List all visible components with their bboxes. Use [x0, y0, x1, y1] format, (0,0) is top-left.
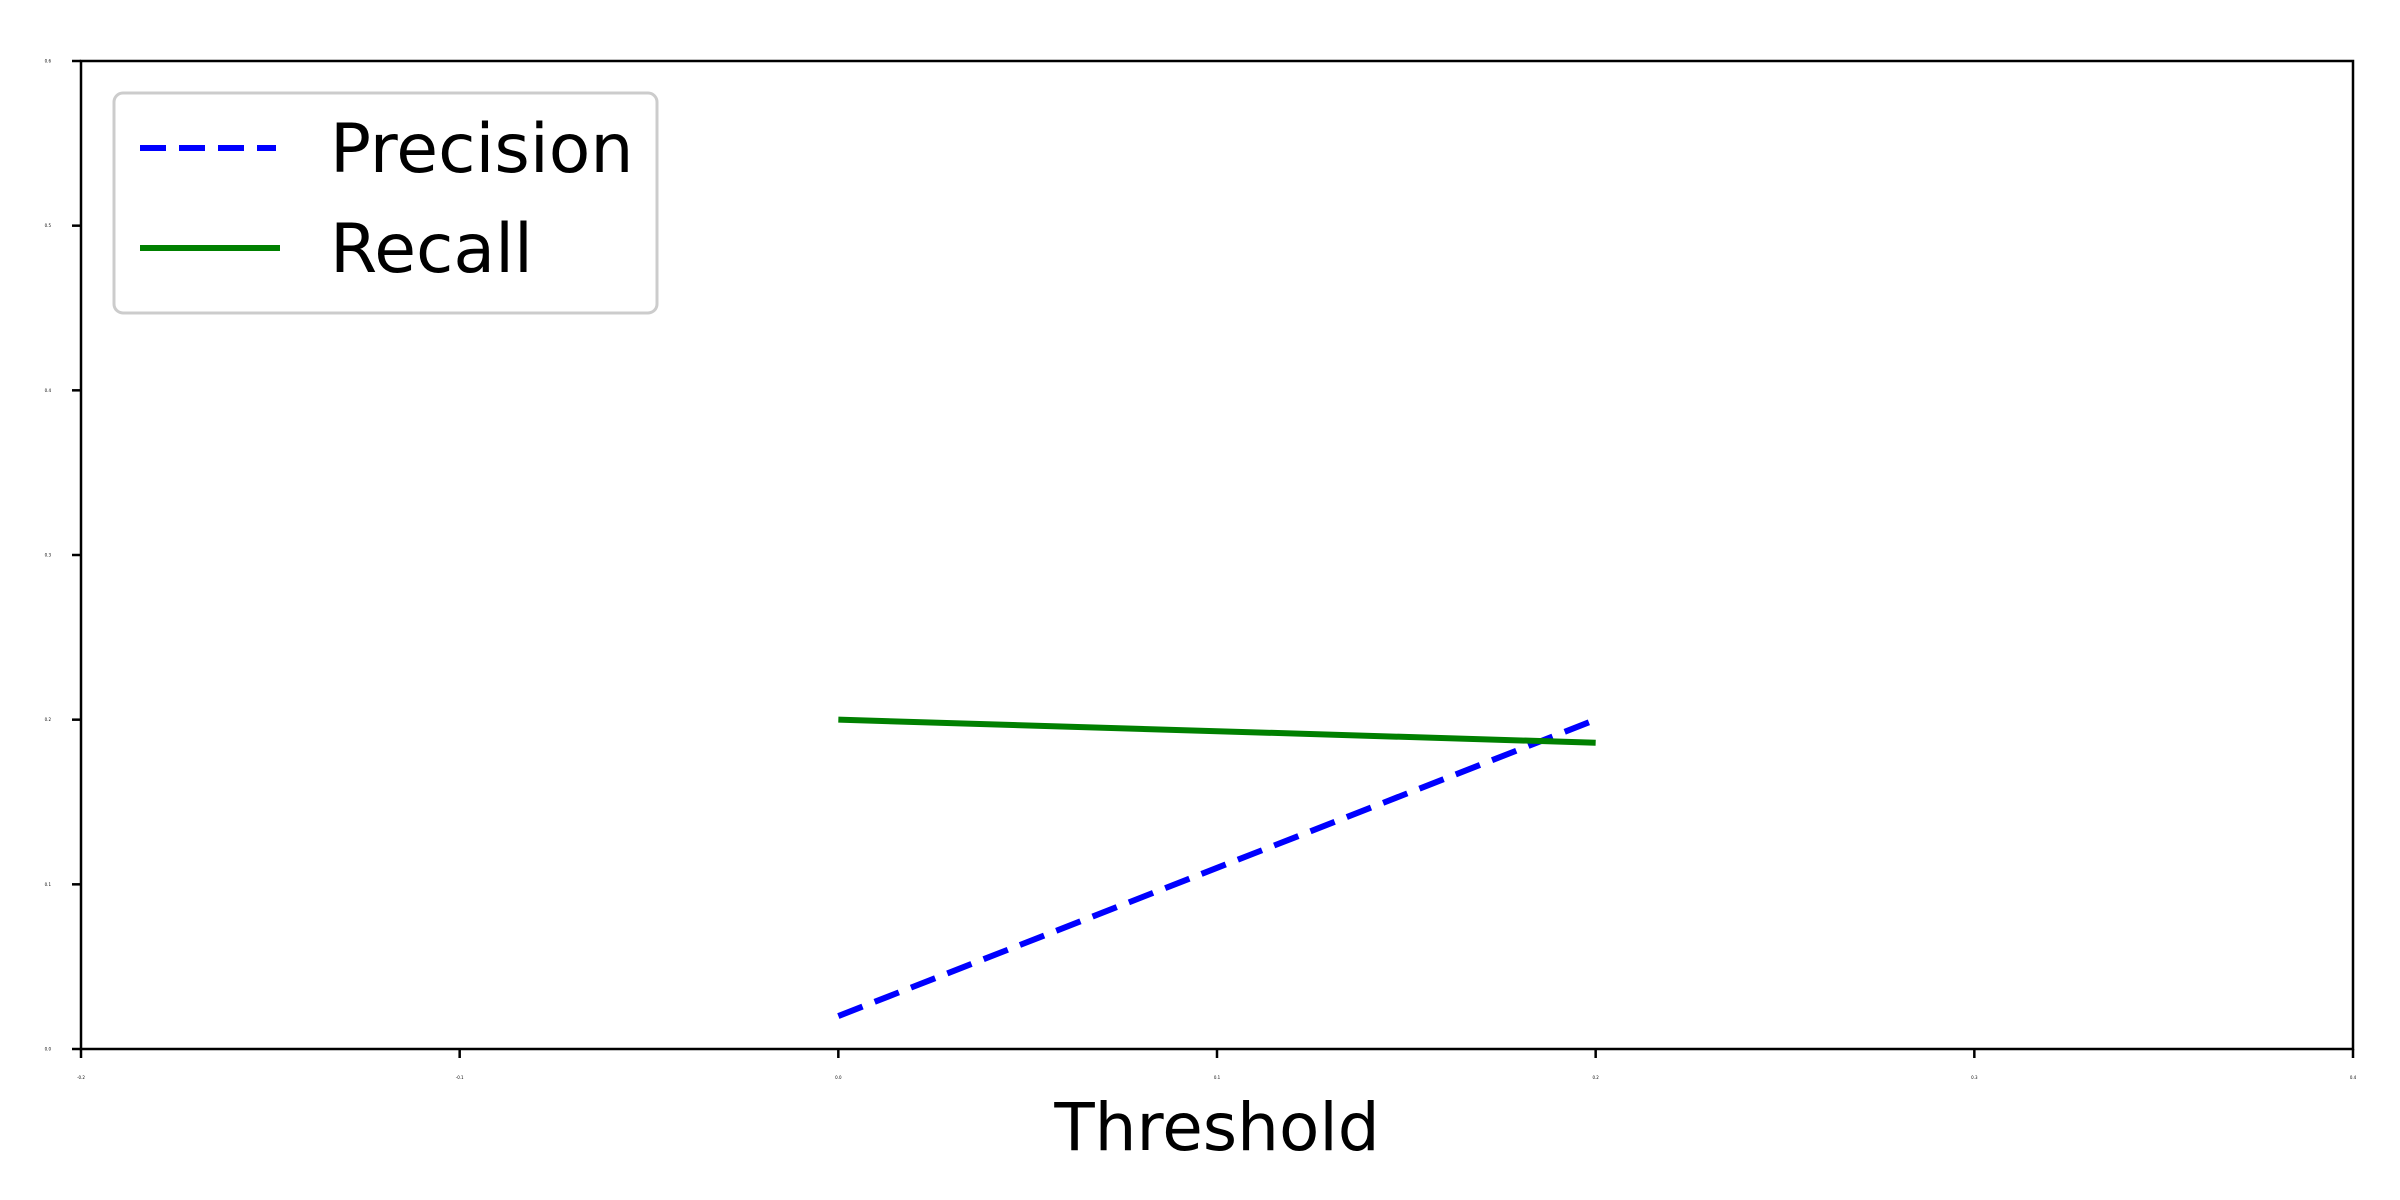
y-tick-label: 0.4: [45, 388, 52, 393]
x-tick-label: 0.1: [1214, 1075, 1221, 1080]
legend-frame: [112, 91, 659, 315]
series-line-precision: [837, 716, 1597, 1019]
x-tick-label: 0.2: [1592, 1075, 1599, 1080]
x-tick-label: -0.1: [456, 1075, 464, 1080]
x-tick-label: 0.0: [835, 1075, 842, 1080]
y-tick-label: 0.0: [45, 1047, 52, 1052]
y-axis-ticks: 0.0 0.1 0.2 0.3 0.4 0.5 0.6: [45, 59, 81, 1052]
x-tick-label: 0.3: [1971, 1075, 1978, 1080]
y-tick-label: 0.6: [45, 59, 52, 64]
legend: Precision Recall: [112, 91, 659, 315]
y-tick-label: 0.1: [45, 882, 52, 887]
y-tick-label: 0.3: [45, 553, 52, 558]
y-tick-label: 0.5: [45, 223, 52, 228]
x-axis-ticks: -0.2 -0.1 0.0 0.1 0.2 0.3 0.4: [77, 1049, 2357, 1080]
x-tick-label: 0.4: [2350, 1075, 2357, 1080]
plot-area-frame: [79, 59, 2355, 1051]
series-layer: [837, 716, 1597, 1019]
x-axis-label: Threshold: [1053, 1089, 1379, 1166]
x-tick-label: -0.2: [77, 1075, 85, 1080]
series-line-recall: [838, 716, 1596, 746]
y-tick-label: 0.2: [45, 717, 52, 722]
legend-label-precision: Precision: [330, 110, 633, 189]
legend-label-recall: Recall: [330, 210, 533, 289]
